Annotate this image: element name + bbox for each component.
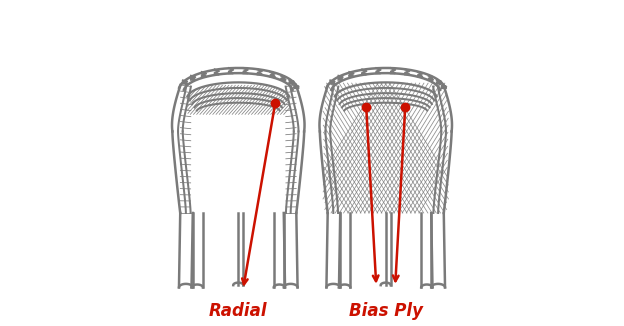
Text: Bias Ply: Bias Ply <box>349 303 422 320</box>
Text: Radial: Radial <box>209 303 268 320</box>
